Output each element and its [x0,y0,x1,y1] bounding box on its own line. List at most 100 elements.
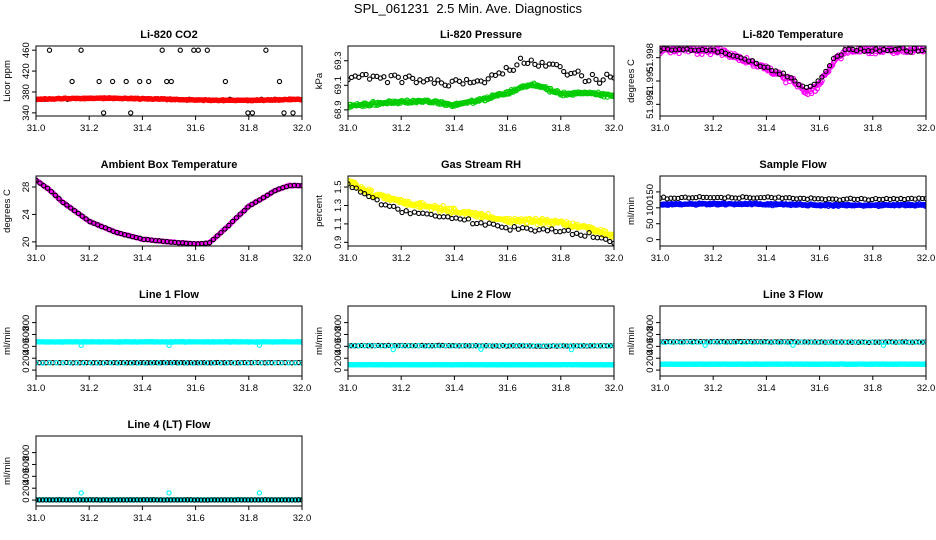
data-point [852,339,859,345]
x-tick-label: 31.4 [133,253,152,264]
data-point [711,47,717,53]
data-point [529,343,536,349]
plot-frame [347,45,615,117]
data-point [149,360,155,366]
series-cyan-outliers [390,346,575,353]
data-point [356,343,362,349]
y-tick-label: 400 [21,468,32,484]
data-point [453,215,459,221]
data-point [174,497,181,503]
data-point [900,46,906,51]
data-point [137,78,143,85]
data-point [829,196,836,202]
data-point [742,56,748,62]
data-point [727,339,734,345]
data-point [482,222,488,228]
data-point [154,497,160,503]
data-point [177,47,183,53]
y-tick-label: 69.1 [333,76,344,95]
data-point [760,339,766,345]
y-tick-label: 28 [21,182,32,193]
x-tick-label: 31.2 [704,383,723,394]
data-point [830,55,837,62]
data-point [586,78,592,84]
data-point [292,497,298,503]
y-tick-label: 0 [645,367,656,372]
data-point [104,497,110,503]
x-tick-label: 32.0 [293,383,312,394]
data-point [256,490,263,496]
data-point [912,339,918,345]
y-tick-label: 69.3 [333,51,344,70]
data-point [130,497,137,503]
data-point [253,199,259,205]
data-point [215,497,221,503]
data-point [790,342,796,348]
data-point [485,76,491,82]
data-point [443,342,449,349]
data-point [437,343,443,349]
y-tick-label: 0.9 [333,236,344,249]
data-point [758,339,764,345]
data-point [500,342,506,349]
data-point [164,497,170,503]
data-point [879,339,886,345]
data-point [238,497,245,503]
data-point [590,234,596,240]
data-point [511,224,517,230]
figure-title: SPL_061231 2.5 Min. Ave. Diagnostics [353,1,583,16]
data-point [181,360,187,366]
data-point [263,47,269,53]
data-point [56,497,63,503]
x-tick-label: 31.8 [552,123,571,134]
data-point [456,78,463,84]
data-point [839,339,845,345]
x-tick-label: 31.8 [240,253,259,264]
data-point [107,497,113,503]
data-point [686,195,692,201]
data-point [807,83,813,89]
data-point [214,233,220,239]
data-point [69,78,75,85]
data-point [550,61,556,67]
data-point [289,360,295,366]
y-tick-label: 20 [21,237,32,248]
data-point [811,196,818,202]
data-point [787,339,793,346]
data-point [256,197,263,203]
plot-frame [659,305,927,377]
series-cyan-outliers [78,342,263,349]
data-point [108,360,114,366]
data-point [128,360,135,366]
data-point [399,343,405,349]
plot-area [36,47,302,116]
data-point [218,497,224,503]
x-tick-label: 31.4 [133,383,152,394]
data-point [814,86,820,92]
data-point [491,343,498,349]
data-point [885,339,891,345]
data-point [432,343,438,349]
x-tick-label: 31.2 [80,253,99,264]
chart-title: Li-820 Pressure [440,29,522,41]
data-point [67,497,73,503]
data-point [424,211,430,217]
data-point [211,497,218,503]
chart-li820-temperature: Li-820 Temperature 31.0 31.2 31.4 31.6 31.8 32… [624,20,936,150]
y-axis-label: ml/min [314,327,325,355]
data-point [228,497,234,503]
data-point [164,78,170,85]
data-point [687,338,693,345]
data-point [122,360,128,366]
data-point [507,67,513,73]
y-tick-label: 420 [21,63,32,79]
data-point [809,339,815,345]
data-point [549,226,555,232]
data-point [755,339,761,345]
data-point [183,360,189,366]
data-point [260,195,267,201]
data-point [375,342,381,349]
data-point [486,343,492,349]
x-tick-label: 31.0 [651,253,670,264]
